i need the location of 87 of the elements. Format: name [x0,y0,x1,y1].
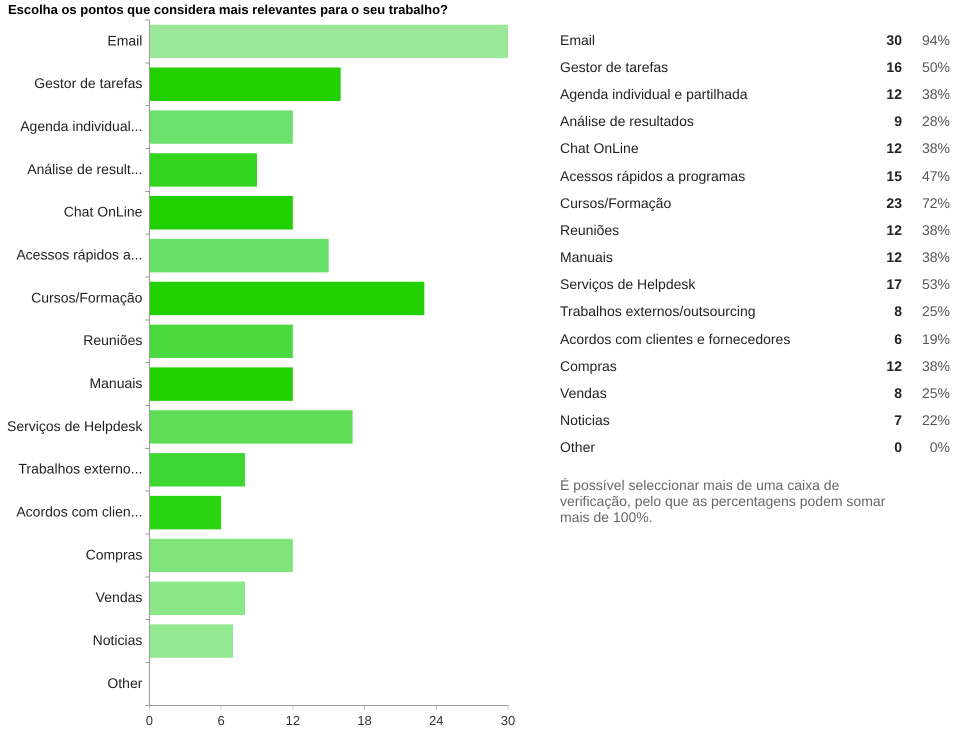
category-label: Chat OnLine [560,139,640,158]
data-label: 47% [920,166,950,186]
y-tick-label: Compras [86,546,142,562]
category-label: Reuniões [560,220,620,240]
category-label: Email [560,30,596,50]
category-label: Gestor de tarefas [560,58,670,77]
data-label: 25% [920,302,950,322]
y-tick-label: Chat OnLine [64,204,143,220]
data-label: 22% [920,411,950,430]
x-tick-label: 30 [500,712,516,728]
data-label: 6 [893,330,902,349]
data-label: 0 [893,438,902,458]
category-label: Compras [560,356,618,376]
data-label: 38% [920,84,950,104]
chart-title: Escolha os pontos que considera mais relevantes para o seu trabalho? [8,2,448,17]
data-label: 12 [885,139,902,158]
category-label: Acordos com clientes e fornecedores [560,330,792,349]
category-label: Agenda individual e partilhada [560,84,749,104]
bar [150,582,246,616]
category-label: Noticias [560,411,611,430]
data-label: 8 [893,302,902,322]
category-label: Serviços de Helpdesk [560,275,696,294]
data-label: 12 [885,84,902,104]
text: É possível seleccionar mais de uma caixa de verificação, pelo que as percentagens podem somar mais de 100%. [560,477,886,525]
y-tick-label: Agenda individual... [20,118,142,134]
data-label: 23 [885,194,902,213]
x-tick-label: 24 [429,712,444,728]
y-tick-label: Reuniões [83,332,142,348]
bar [150,496,222,530]
bar [150,24,508,58]
y-tick-label: Análise de result... [27,160,142,177]
data-label: 38% [920,220,950,240]
data-label: 7 [893,411,902,430]
bar [150,538,293,572]
data-label: 38% [920,139,950,158]
y-tick-label: Gestor de tarefas [34,75,142,92]
y-tick-label: Manuais [89,374,142,391]
bar [150,238,329,272]
data-label: 12 [885,356,902,376]
data-label: 25% [920,384,950,404]
data-label: 72% [920,194,950,213]
y-tick-label: Noticias [92,632,142,648]
y-tick-label: Vendas [96,589,142,606]
y-tick-label: Other [107,674,143,691]
data-label: 15 [885,166,902,186]
x-tick-label: 18 [357,712,372,728]
data-label: 38% [920,356,950,376]
category-label: Análise de resultados [560,112,695,132]
bar [150,153,257,187]
y-tick-label: Acordos com clien... [16,503,142,520]
category-label: Vendas [560,384,608,404]
data-label: 38% [920,248,950,268]
data-label: 30 [885,30,902,50]
bar [150,624,234,658]
bar [150,453,246,486]
category-label: Manuais [560,248,614,268]
category-label: Trabalhos externos/outsourcing [560,302,757,322]
data-label: 17 [885,275,902,294]
bar [150,324,293,358]
data-label: 94% [920,30,950,50]
data-label: 12 [885,248,902,268]
x-tick-label: 0 [146,712,154,728]
y-tick-label: Trabalhos externo... [18,460,142,477]
data-label: 9 [893,112,902,132]
bar [150,110,293,144]
data-label: 8 [893,384,902,404]
category-label: Acessos rápidos a programas [560,166,746,186]
y-tick-label: Serviços de Helpdesk [6,418,144,434]
data-label: 12 [885,220,902,240]
data-label: 19% [920,330,950,349]
y-tick-label: Email [107,32,142,48]
bar [150,282,424,316]
data-label: 28% [920,112,950,132]
x-tick-label: 12 [286,712,300,728]
bar [150,68,341,101]
data-label: 53% [920,275,950,294]
bar [150,367,293,401]
x-tick-label: 6 [218,712,225,728]
bar [150,196,293,230]
bar [150,410,353,444]
data-label: 50% [920,58,950,77]
y-tick-label: Acessos rápidos a... [16,246,142,262]
y-tick-label: Cursos/Formação [31,289,143,306]
category-label: Other [560,438,596,458]
data-label: 0% [928,438,950,458]
data-label: 16 [885,58,902,77]
category-label: Cursos/Formação [560,194,672,213]
